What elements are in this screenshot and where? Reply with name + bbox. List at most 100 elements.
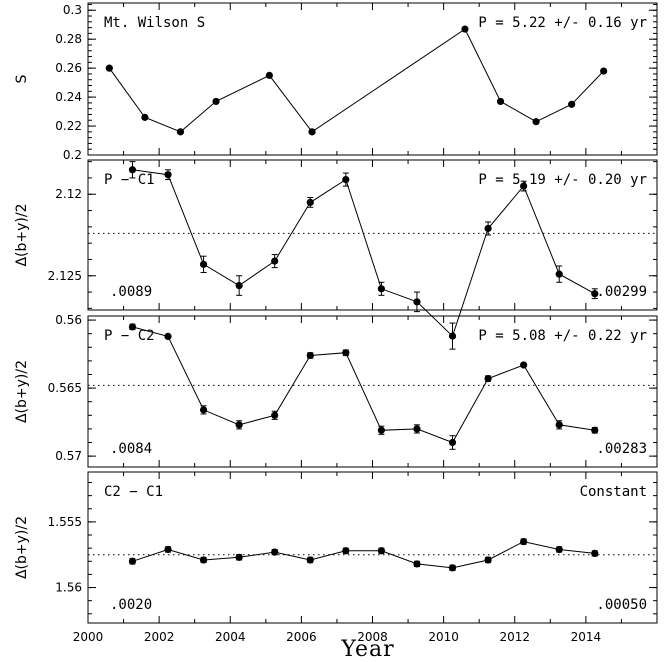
data-point: [496, 97, 505, 106]
y-tick-label: 0.28: [55, 32, 82, 46]
x-tick-label: 2012: [499, 630, 530, 644]
data-point: [413, 298, 421, 306]
panel-3: 0.56 0.565 0.57 Δ(b+y)/2 P − C2 P = 5.08 +/- …: [14, 313, 658, 468]
y-tick-label: 0.24: [55, 90, 82, 104]
data-point: [600, 67, 608, 75]
data-point: [484, 556, 492, 564]
data-point: [128, 166, 137, 174]
data-point: [591, 426, 599, 434]
y-tick-label: 0.3: [63, 3, 82, 17]
data-point: [105, 64, 113, 72]
y-axis-label: Δ(b+y)/2: [14, 360, 30, 423]
data-point: [235, 553, 243, 561]
x-tick-label: 2010: [428, 630, 459, 644]
y-tick-label: 0.26: [55, 61, 82, 75]
y-tick-label: 0.22: [55, 119, 82, 133]
data-point: [306, 556, 314, 564]
data-point: [461, 25, 469, 33]
y-tick-label: 0.2: [63, 148, 82, 162]
data-point: [176, 128, 185, 136]
series-line: [132, 541, 595, 569]
data-point: [308, 128, 316, 136]
y-axis-label: Δ(b+y)/2: [14, 516, 30, 579]
data-point: [555, 421, 563, 429]
data-point: [235, 421, 243, 429]
data-point: [199, 556, 208, 564]
y-tick-label: 1.555: [48, 515, 82, 529]
data-point: [199, 406, 208, 414]
x-tick-label: 2014: [571, 630, 602, 644]
y-tick-label: 0.57: [55, 449, 82, 463]
series-line: [108, 28, 605, 133]
data-point: [342, 349, 350, 357]
data-point: [306, 198, 314, 206]
series-line: [132, 169, 596, 338]
x-axis-label: Year: [340, 637, 394, 662]
data-point: [212, 97, 220, 106]
x-tick-label: 2000: [73, 630, 104, 644]
data-point: [342, 547, 350, 555]
period-text: P = 5.08 +/- 0.22 yr: [478, 328, 647, 344]
data-point: [164, 171, 172, 179]
period-text: P = 5.19 +/- 0.20 yr: [478, 172, 647, 188]
y-tick-label: 2.125: [48, 269, 82, 283]
series-line: [132, 326, 595, 444]
data-point: [555, 270, 563, 278]
y-axis-label: Δ(b+y)/2: [14, 203, 30, 266]
x-tick-label: 2004: [215, 630, 246, 644]
data-point: [555, 545, 563, 554]
x-tick-label: 2008: [357, 630, 388, 644]
data-point: [306, 351, 314, 360]
data-point: [271, 257, 279, 265]
panel-2: 2.12 2.125 Δ(b+y)/2 P − C1 P = 5.19 +/- 0.20…: [14, 159, 658, 350]
data-point: [235, 281, 243, 290]
period-text: Constant: [580, 484, 647, 500]
data-point: [377, 547, 385, 555]
data-point: [128, 557, 137, 565]
y-tick-label: 2.12: [55, 187, 82, 201]
data-point: [532, 118, 540, 126]
y-tick-label: 0.565: [48, 381, 82, 395]
data-point: [591, 290, 599, 298]
right-note: .00283: [596, 441, 647, 457]
left-note: .0020: [110, 597, 152, 613]
period-text: P = 5.22 +/- 0.16 yr: [478, 15, 647, 31]
x-tick-label: 2006: [286, 630, 317, 644]
y-tick-label: 1.56: [55, 581, 82, 595]
right-note: .00050: [596, 597, 647, 613]
data-point: [413, 560, 421, 568]
panel-title: P − C2: [104, 328, 155, 344]
data-point: [448, 332, 457, 340]
panel-title: P − C1: [104, 172, 155, 188]
data-point: [484, 224, 492, 233]
data-point: [591, 549, 599, 558]
data-point: [128, 323, 137, 331]
data-point: [568, 100, 576, 108]
panels-group: 0.2 0.22 0.24 0.26 0.28 0.3 S Mt. Wilson S P = 5…: [14, 2, 658, 644]
left-note: .0089: [110, 284, 152, 300]
data-point: [271, 548, 279, 556]
data-point: [199, 260, 208, 268]
data-point: [520, 537, 528, 546]
data-point: [520, 182, 528, 190]
data-point: [342, 175, 350, 184]
y-axis-label: S: [14, 74, 30, 83]
data-point: [141, 113, 149, 121]
data-point: [484, 374, 492, 383]
data-point: [164, 545, 172, 554]
data-point: [271, 411, 279, 419]
data-point: [377, 285, 385, 293]
x-tick-label: 2002: [144, 630, 175, 644]
data-point: [448, 564, 457, 572]
panel-4: 1.555 1.56 Δ(b+y)/2 C2 − C1 Constant .0020 .00…: [14, 471, 658, 644]
data-point: [448, 438, 457, 447]
panel-frame: [87, 471, 658, 624]
panel-title: C2 − C1: [104, 484, 163, 500]
right-note: .00299: [596, 284, 647, 300]
panel-1: 0.2 0.22 0.24 0.26 0.28 0.3 S Mt. Wilson S P = 5…: [14, 2, 658, 162]
panel-title: Mt. Wilson S: [104, 15, 205, 31]
y-tick-label: 0.56: [55, 313, 82, 327]
data-point: [413, 425, 421, 433]
left-note: .0084: [110, 441, 152, 457]
